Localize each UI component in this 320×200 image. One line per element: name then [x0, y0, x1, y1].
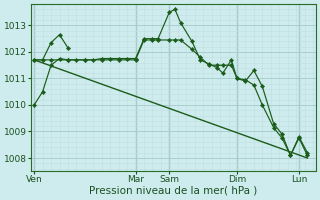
X-axis label: Pression niveau de la mer( hPa ): Pression niveau de la mer( hPa )	[90, 186, 258, 196]
